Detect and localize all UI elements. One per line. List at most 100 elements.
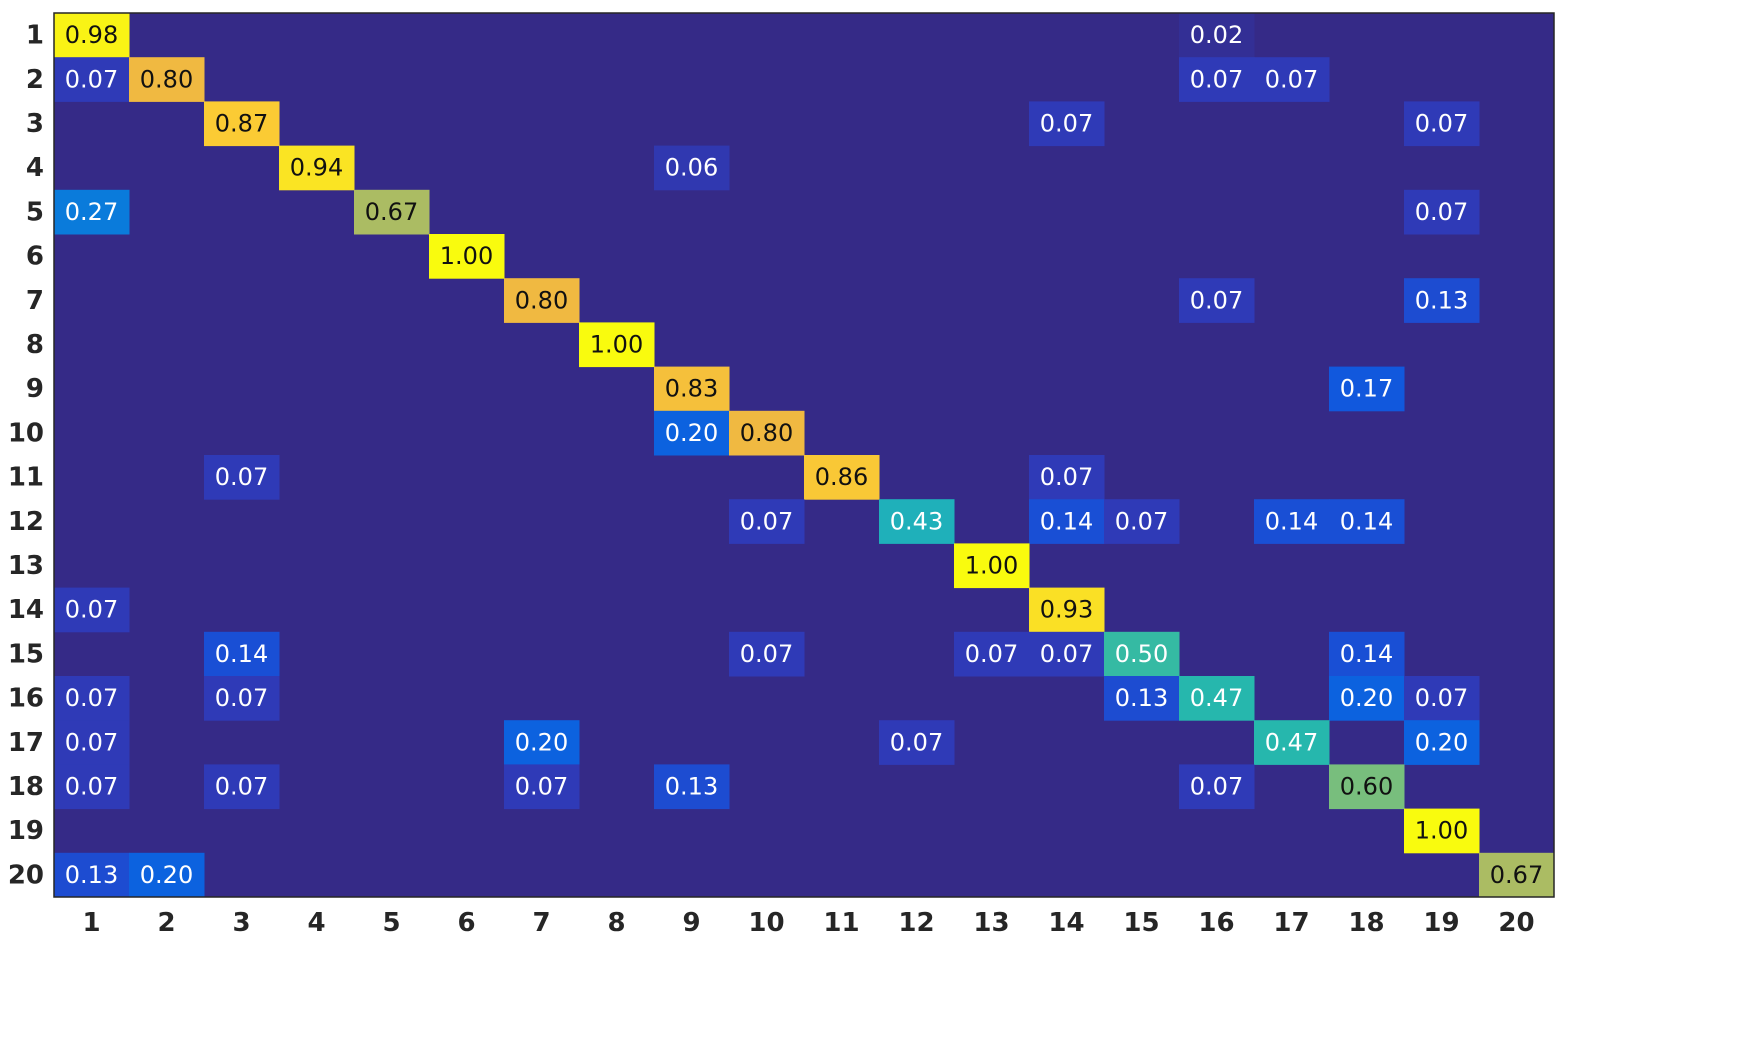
- x-tick-label-17: 17: [1273, 908, 1309, 938]
- x-tick-label-13: 13: [973, 908, 1009, 938]
- heatmap-cell-r12-c15: [1104, 499, 1180, 544]
- heatmap-cell-r12-c18: [1329, 499, 1405, 544]
- heatmap-cell-r18-c3: [204, 764, 280, 810]
- cell-value-label-r20-c1: 0.13: [65, 861, 118, 889]
- heatmap-cell-r12-c14: [1029, 499, 1105, 544]
- heatmap-cells: [54, 13, 1555, 898]
- cell-value-label-r17-c19: 0.20: [1415, 728, 1468, 756]
- heatmap-cell-r16-c18: [1329, 676, 1405, 721]
- cell-value-label-r9-c18: 0.17: [1340, 375, 1393, 403]
- y-tick-label-13: 13: [8, 551, 44, 581]
- heatmap-cell-r12-c17: [1254, 499, 1330, 544]
- cell-value-label-r16-c3: 0.07: [215, 684, 268, 712]
- heatmap-cell-r20-c2: [129, 852, 205, 898]
- x-tick-label-6: 6: [457, 908, 475, 938]
- heatmap-cell-r1-c1: [54, 13, 130, 58]
- cell-value-label-r10-c9: 0.20: [665, 419, 718, 447]
- x-tick-label-3: 3: [232, 908, 250, 938]
- x-tick-label-18: 18: [1348, 908, 1384, 938]
- y-tick-label-1: 1: [26, 21, 44, 51]
- heatmap-cell-r12-c10: [729, 499, 805, 544]
- cell-value-label-r15-c13: 0.07: [965, 640, 1018, 668]
- heatmap-cell-r12-c12: [879, 499, 955, 544]
- cell-value-label-r8-c8: 1.00: [590, 331, 643, 359]
- heatmap-cell-r11-c3: [204, 455, 280, 500]
- cell-value-label-r16-c18: 0.20: [1340, 684, 1393, 712]
- plot-frame: [53, 12, 1555, 898]
- heatmap-cell-r10-c9: [654, 410, 730, 456]
- heatmap-cell-r16-c1: [54, 676, 130, 721]
- y-tick-label-20: 20: [8, 860, 44, 890]
- y-tick-label-2: 2: [26, 65, 44, 95]
- heatmap-cell-r10-c10: [729, 410, 805, 456]
- cell-value-label-r15-c3: 0.14: [215, 640, 268, 668]
- y-tick-label-4: 4: [26, 153, 44, 183]
- heatmap-cell-r15-c15: [1104, 631, 1180, 677]
- heatmap-cell-r20-c20: [1479, 852, 1555, 898]
- x-tick-label-20: 20: [1498, 908, 1534, 938]
- heatmap-cell-r6-c6: [429, 234, 505, 279]
- x-tick-label-12: 12: [898, 908, 934, 938]
- heatmap-cell-r3-c14: [1029, 101, 1105, 147]
- cell-value-label-r12-c17: 0.14: [1265, 507, 1318, 535]
- y-tick-label-8: 8: [26, 330, 44, 360]
- x-tick-label-9: 9: [682, 908, 700, 938]
- x-tick-label-16: 16: [1198, 908, 1234, 938]
- heatmap-cell-r18-c18: [1329, 764, 1405, 810]
- x-tick-label-5: 5: [382, 908, 400, 938]
- cell-value-label-r18-c7: 0.07: [515, 773, 568, 801]
- cell-value-label-r2-c17: 0.07: [1265, 65, 1318, 93]
- y-tick-label-19: 19: [8, 816, 44, 846]
- cell-value-label-r15-c10: 0.07: [740, 640, 793, 668]
- cell-value-label-r17-c17: 0.47: [1265, 728, 1318, 756]
- heatmap-cell-r4-c9: [654, 145, 730, 191]
- cell-value-label-r18-c1: 0.07: [65, 773, 118, 801]
- cell-value-label-r3-c19: 0.07: [1415, 110, 1468, 138]
- cell-value-label-r15-c15: 0.50: [1115, 640, 1168, 668]
- cell-value-label-r2-c16: 0.07: [1190, 65, 1243, 93]
- cell-value-label-r12-c12: 0.43: [890, 507, 943, 535]
- cell-value-label-r1-c1: 0.98: [65, 21, 118, 49]
- cell-value-labels: 0.98 0.02 0.07 0.80 0.07 0.07 0.87 0.07 0.07 0.94…: [65, 21, 1543, 889]
- heatmap-cell-r16-c19: [1404, 676, 1480, 721]
- cell-value-label-r13-c13: 1.00: [965, 552, 1018, 580]
- cell-value-label-r6-c6: 1.00: [440, 242, 493, 270]
- heatmap-cell-r18-c1: [54, 764, 130, 810]
- heatmap-cell-r7-c19: [1404, 278, 1480, 323]
- x-axis-tick-labels: 1 2 3 4 5 6 7 8 9 10 11 12 13 14 15 16 17 18 19 20: [82, 908, 1534, 938]
- y-tick-label-7: 7: [26, 286, 44, 316]
- cell-value-label-r17-c12: 0.07: [890, 728, 943, 756]
- cell-value-label-r10-c10: 0.80: [740, 419, 793, 447]
- cell-value-label-r14-c14: 0.93: [1040, 596, 1093, 624]
- heatmap-cell-r11-c14: [1029, 455, 1105, 500]
- heatmap-cell-r17-c7: [504, 720, 580, 765]
- heatmap-cell-r2-c17: [1254, 57, 1330, 102]
- heatmap-cell-r3-c3: [204, 101, 280, 147]
- heatmap-cell-r7-c16: [1179, 278, 1255, 323]
- cell-value-label-r7-c19: 0.13: [1415, 286, 1468, 314]
- cell-value-label-r9-c9: 0.83: [665, 375, 718, 403]
- cell-value-label-r2-c1: 0.07: [65, 65, 118, 93]
- x-tick-label-11: 11: [823, 908, 859, 938]
- x-tick-label-7: 7: [532, 908, 550, 938]
- heatmap-cell-r5-c1: [54, 189, 130, 235]
- heatmap-cell-r8-c8: [579, 322, 655, 368]
- cell-value-label-r7-c16: 0.07: [1190, 286, 1243, 314]
- cell-value-label-r11-c3: 0.07: [215, 463, 268, 491]
- heatmap-cell-r16-c16: [1179, 676, 1255, 721]
- cell-value-label-r5-c5: 0.67: [365, 198, 418, 226]
- y-tick-label-18: 18: [8, 772, 44, 802]
- cell-value-label-r16-c16: 0.47: [1190, 684, 1243, 712]
- heatmap-cell-r7-c7: [504, 278, 580, 323]
- heatmap-cell-r5-c5: [354, 189, 430, 235]
- x-tick-label-1: 1: [82, 908, 100, 938]
- y-tick-label-16: 16: [8, 684, 44, 714]
- heatmap-cell-r14-c14: [1029, 587, 1105, 633]
- cell-value-label-r18-c9: 0.13: [665, 773, 718, 801]
- cell-value-label-r3-c3: 0.87: [215, 110, 268, 138]
- heatmap-cell-r19-c19: [1404, 808, 1480, 854]
- heatmap-cell-r11-c11: [804, 455, 880, 500]
- heatmap-cell-r17-c12: [879, 720, 955, 765]
- heatmap-cell-r2-c1: [54, 57, 130, 102]
